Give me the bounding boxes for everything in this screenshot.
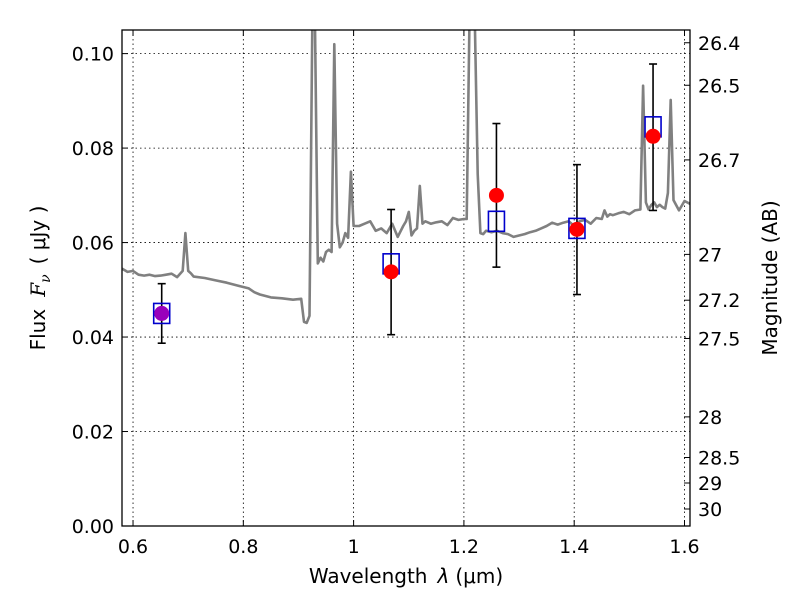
photometry-layer: [152, 63, 662, 344]
x-tick-label: 1.4: [559, 536, 589, 558]
model-point: [383, 264, 399, 280]
x-tick-label: 0.6: [118, 536, 148, 558]
y-tick-label: 0.00: [72, 516, 114, 538]
y2-tick-label: 29: [698, 473, 722, 495]
observed-box: [152, 302, 171, 325]
y2-tick-label: 26.5: [698, 75, 740, 97]
model-spectrum-layer: [122, 30, 690, 325]
x-tick-label: 1: [348, 536, 360, 558]
model-point: [645, 128, 661, 144]
tick-layer: 0.6 0.8 1 1.2 1.4 1.6 0.00 0.02 0.04 0.06 0.08 0.10…: [72, 30, 740, 558]
plot-frame: [121, 29, 691, 527]
y-tick-label: 0.02: [72, 422, 114, 444]
observed-box: [568, 217, 586, 240]
y2-tick-label: 26.4: [698, 33, 740, 55]
model-point: [569, 221, 585, 237]
y2-tick-label: 30: [698, 499, 722, 521]
y-tick-label: 0.10: [72, 44, 114, 66]
y-tick-label: 0.06: [72, 233, 114, 255]
y2-tick-label: 27.2: [698, 290, 740, 312]
y-tick-label: 0.04: [72, 327, 114, 349]
y2-axis-label: Magnitude (AB): [758, 200, 782, 355]
y2-tick-label: 28: [698, 407, 722, 429]
x-axis-label: Wavelength λ (μm): [309, 564, 503, 588]
x-tick-label: 1.6: [669, 536, 699, 558]
model-point: [154, 305, 170, 321]
observed-box: [487, 210, 506, 233]
x-tick-label: 0.8: [228, 536, 258, 558]
y2-tick-label: 27.5: [698, 328, 740, 350]
y2-tick-label: 26.7: [698, 150, 740, 172]
y-axis-label: FluxFν( μJy ): [26, 206, 54, 351]
y2-tick-label: 27: [698, 244, 722, 266]
model-spectrum-line: [122, 30, 690, 325]
y-tick-label: 0.08: [72, 138, 114, 160]
y2-tick-label: 28.5: [698, 448, 740, 470]
x-tick-label: 1.2: [449, 536, 479, 558]
model-point: [488, 187, 504, 203]
